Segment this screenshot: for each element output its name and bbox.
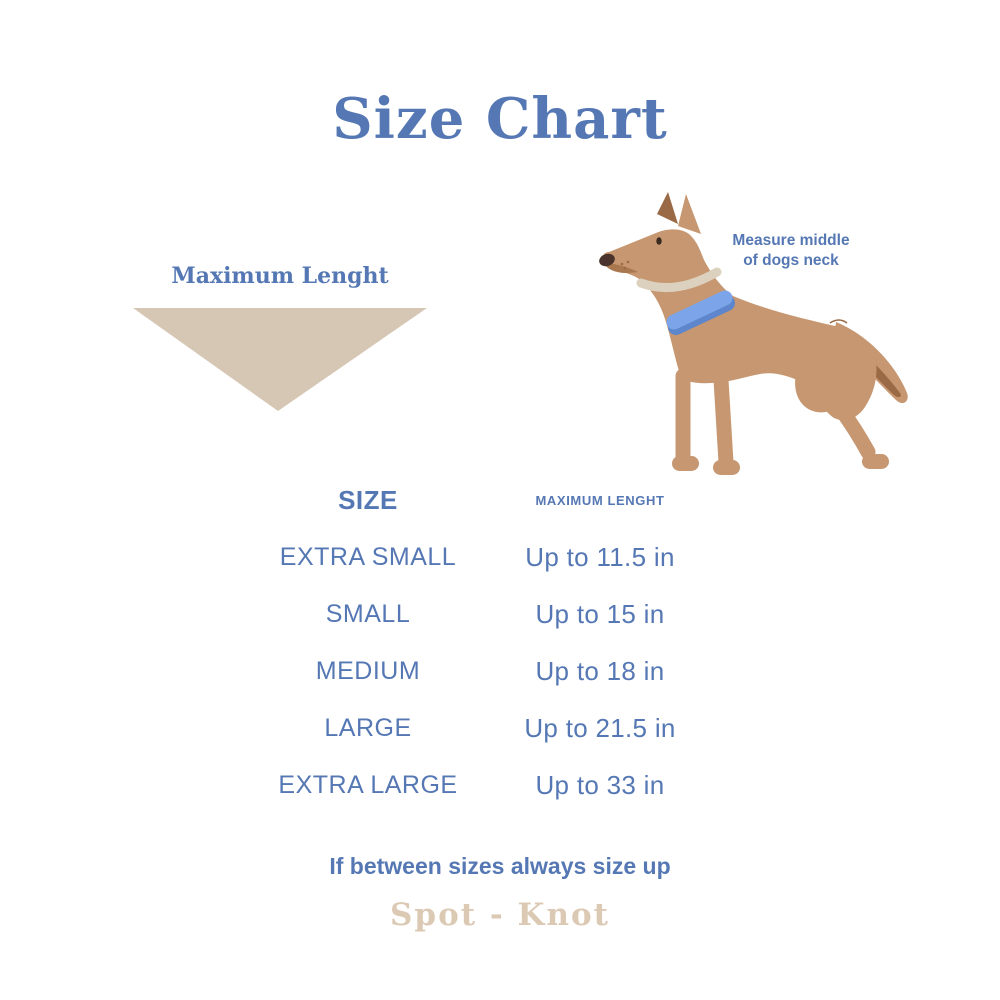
page-title: Size Chart xyxy=(332,86,668,152)
measure-annotation-line1: Measure middle xyxy=(732,232,850,249)
table-row-size: LARGE xyxy=(324,714,412,742)
dog-collar xyxy=(666,290,735,335)
table-row-size: SMALL xyxy=(325,600,411,628)
dog-nose xyxy=(599,253,615,267)
table-row-length: Up to 18 in xyxy=(535,656,665,686)
dog-front-legs xyxy=(672,368,740,475)
size-table: SIZE MAXIMUM LENGHT EXTRA SMALL Up to 11… xyxy=(258,472,710,814)
sizing-note: If between sizes always size up xyxy=(329,853,671,879)
brand-logo: Spot - Knot xyxy=(390,897,610,933)
measure-annotation: Measure middle of dogs neck xyxy=(715,231,867,270)
bandana-triangle xyxy=(133,308,427,411)
table-row-size: MEDIUM xyxy=(315,657,421,685)
table-row-size: EXTRA LARGE xyxy=(278,771,458,799)
table-row-length: Up to 21.5 in xyxy=(524,713,676,743)
size-column-header: SIZE xyxy=(338,485,398,515)
table-row-length: Up to 15 in xyxy=(535,599,665,629)
bandana-max-length-label: Maximum Lenght xyxy=(171,263,389,289)
dog-body xyxy=(602,229,877,421)
table-row-size: EXTRA SMALL xyxy=(279,543,457,571)
dog-muzzle-shading xyxy=(604,263,638,273)
table-row-length: Up to 33 in xyxy=(535,770,665,800)
table-row-length: Up to 11.5 in xyxy=(525,542,675,572)
dog-freckles xyxy=(620,260,630,270)
measure-annotation-line2: of dogs neck xyxy=(743,251,839,269)
dog-ear-back xyxy=(657,192,678,224)
dog-ear-front xyxy=(678,194,701,234)
dog-illustration xyxy=(599,192,908,475)
max-length-column-header: MAXIMUM LENGHT xyxy=(535,493,665,508)
measuring-band-icon xyxy=(636,267,722,292)
dog-eye xyxy=(656,237,662,245)
